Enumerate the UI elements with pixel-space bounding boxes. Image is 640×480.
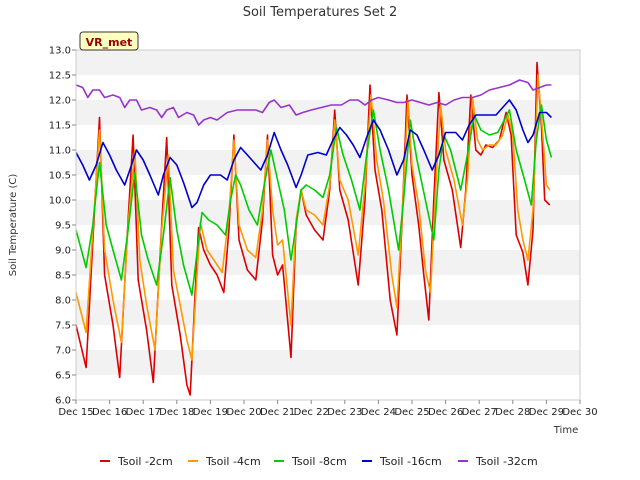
x-tick-label: Dec 15 [58, 407, 93, 418]
grid-band [76, 75, 580, 100]
legend-label: Tsoil -2cm [117, 455, 173, 468]
y-tick-label: 8.5 [55, 271, 71, 282]
grid-band [76, 150, 580, 175]
y-tick-label: 12.0 [49, 96, 71, 107]
y-tick-label: 7.5 [55, 321, 71, 332]
y-tick-label: 10.5 [49, 171, 71, 182]
y-axis-ticks: 6.0 6.5 7.0 7.5 8.0 8.5 9.0 9.5 10.0 10.5 11.0 11.5… [49, 46, 76, 407]
x-tick-label: Dec 18 [159, 407, 194, 418]
grid-band [76, 275, 580, 300]
y-tick-label: 6.5 [55, 371, 71, 382]
legend-label: Tsoil -4cm [205, 455, 261, 468]
y-tick-label: 11.0 [49, 146, 71, 157]
series-line-tsoil-32cm [75, 79, 552, 126]
x-tick-label: Dec 19 [193, 407, 228, 418]
x-tick-label: Dec 17 [126, 407, 161, 418]
series-line-tsoil-4cm [75, 74, 551, 361]
series-line-tsoil-8cm [75, 104, 553, 296]
x-tick-label: Dec 29 [529, 407, 564, 418]
legend-label: Tsoil -16cm [379, 455, 442, 468]
x-axis-label: Time [553, 425, 578, 436]
y-tick-label: 10.0 [49, 196, 71, 207]
grid-band [76, 300, 580, 325]
grid-band [76, 375, 580, 400]
grid-bands [76, 50, 580, 400]
x-tick-label: Dec 26 [428, 407, 463, 418]
x-tick-label: Dec 16 [92, 407, 127, 418]
x-tick-label: Dec 25 [394, 407, 429, 418]
badge-box [79, 31, 139, 51]
x-tick-label: Dec 21 [260, 407, 295, 418]
series-line-tsoil-16cm [75, 99, 552, 209]
x-tick-label: Dec 27 [462, 407, 497, 418]
x-tick-label: Dec 24 [361, 407, 396, 418]
x-tick-label: Dec 30 [562, 407, 597, 418]
y-tick-label: 7.0 [55, 346, 71, 357]
grid-band [76, 225, 580, 250]
y-tick-label: 12.5 [49, 71, 71, 82]
grid-band [76, 50, 580, 75]
legend-label: Tsoil -8cm [291, 455, 347, 468]
y-axis-label: Soil Temperature (C) [8, 174, 19, 277]
badge-label: VR_met [86, 36, 133, 49]
y-tick-label: 9.5 [55, 221, 71, 232]
series-lines [75, 61, 553, 396]
grid-band [76, 100, 580, 125]
vr-met-badge: VR_met [79, 31, 139, 51]
y-tick-label: 8.0 [55, 296, 71, 307]
y-tick-label: 9.0 [55, 246, 71, 257]
chart-title: Soil Temperatures Set 2 [243, 5, 398, 20]
legend: Tsoil -2cm Tsoil -4cm Tsoil -8cm Tsoil -16c… [100, 455, 538, 468]
grid-band [76, 125, 580, 150]
grid-band [76, 325, 580, 350]
x-tick-label: Dec 28 [495, 407, 530, 418]
x-tick-label: Dec 20 [226, 407, 261, 418]
y-tick-label: 11.5 [49, 121, 71, 132]
grid-band [76, 350, 580, 375]
x-tick-label: Dec 23 [327, 407, 362, 418]
series-line-tsoil-2cm [75, 61, 551, 396]
y-tick-label: 13.0 [49, 46, 71, 57]
x-tick-label: Dec 22 [294, 407, 329, 418]
legend-label: Tsoil -32cm [475, 455, 538, 468]
y-tick-label: 6.0 [55, 396, 71, 407]
